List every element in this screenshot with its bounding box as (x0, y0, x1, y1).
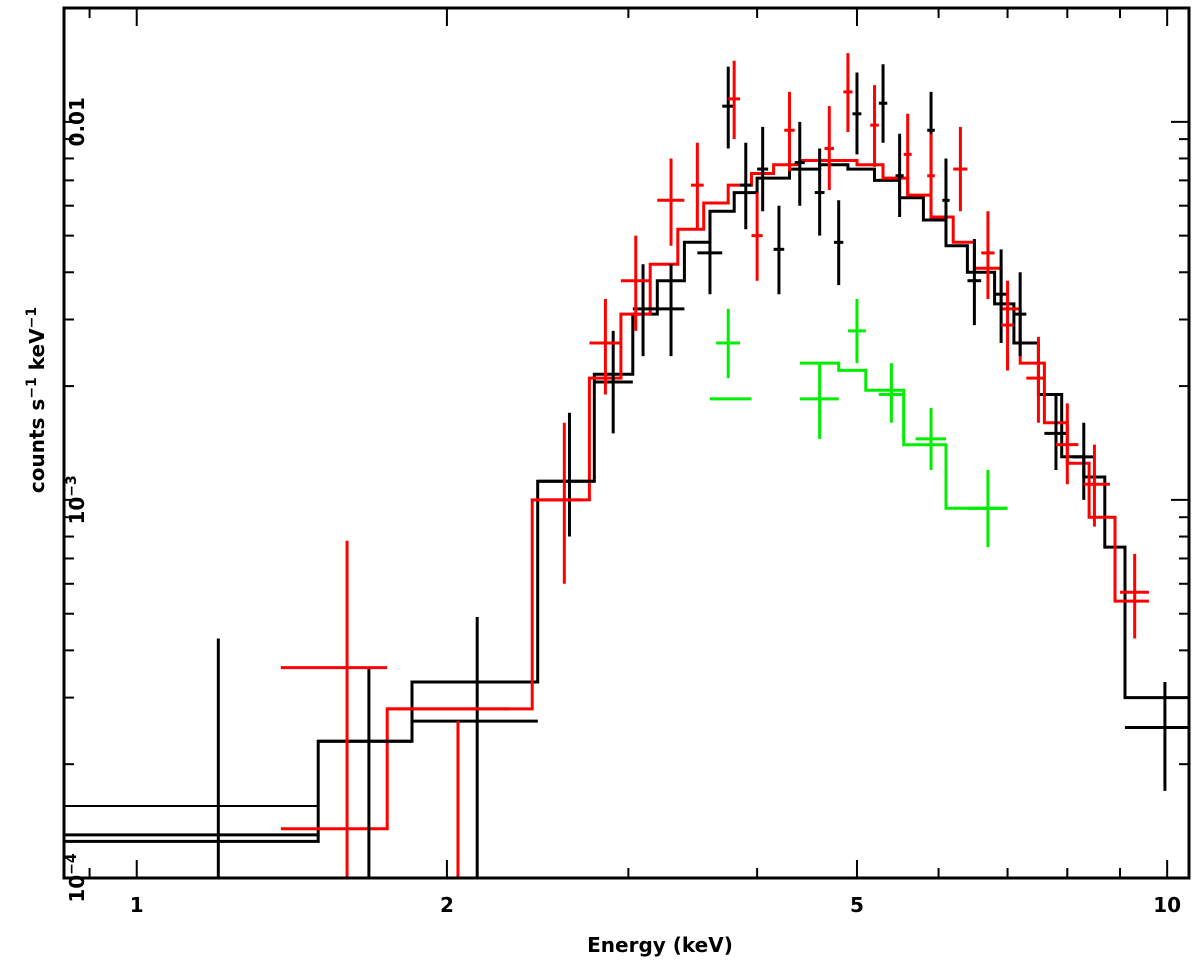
tick-labels: 1 2 5 10 10−4 10−3 0.01 (64, 97, 1181, 917)
data-point-s1-0 (280, 540, 388, 878)
data-point-s1-7 (728, 60, 741, 140)
data-point-s1-12 (870, 85, 879, 167)
data-point-s1-9 (784, 91, 795, 172)
data-point-s2-2 (847, 298, 866, 364)
model-step-2 (280, 159, 1149, 831)
model-step-curves (64, 159, 1189, 843)
model-step-3 (799, 361, 1008, 510)
data-point-s1-14 (927, 133, 935, 218)
data-point-s0-15 (852, 72, 862, 155)
data-point-s0-16 (878, 64, 888, 143)
data-point-s0-17 (895, 133, 904, 218)
data-point-s0-3 (537, 412, 595, 537)
data-point-s0-19 (942, 158, 950, 243)
data-point-s0-6 (657, 264, 685, 357)
data-point-s1-13 (903, 113, 912, 196)
data-point-s2-3 (878, 363, 904, 423)
data-point-s2-5 (967, 469, 1008, 548)
data-point-s1-19 (1055, 403, 1079, 485)
data-point-s0-2 (412, 617, 538, 878)
plot-frame (62, 6, 1191, 880)
data-point-s0-14 (834, 200, 844, 286)
x-tick-label-1: 1 (130, 893, 144, 917)
data-point-s0-21 (994, 249, 1008, 344)
data-points (64, 53, 1189, 878)
y-axis-label-exp2: −1 (24, 307, 40, 328)
x-tick-label-5: 5 (850, 893, 864, 917)
x-tick-label-10: 10 (1153, 893, 1181, 917)
data-point-s0-13 (814, 148, 825, 236)
data-point-s0-11 (773, 205, 785, 295)
data-point-s0-8 (722, 66, 735, 149)
data-point-s0-23 (1044, 394, 1068, 470)
data-point-s1-4 (620, 235, 651, 331)
data-point-s0-22 (1013, 272, 1027, 357)
data-point-s2-1 (799, 363, 839, 439)
data-point-s1-5 (657, 158, 685, 246)
y-axis-label-exp1: −1 (24, 377, 40, 398)
data-point-s1-2 (537, 422, 582, 584)
x-tick-label-2: 2 (440, 893, 454, 917)
y-axis-label: counts s−1 keV−1 (24, 307, 49, 493)
data-point-s0-7 (697, 211, 723, 295)
data-point-s0-0 (64, 638, 319, 878)
model-step-1 (64, 720, 538, 807)
data-point-s2-4 (915, 408, 946, 470)
data-point-s1-20 (1083, 444, 1110, 527)
data-point-s0-24 (1072, 422, 1095, 500)
data-point-s2-0 (716, 308, 741, 379)
data-point-s0-12 (794, 121, 805, 206)
data-point-s1-18 (1026, 336, 1045, 423)
data-point-s1-6 (690, 142, 704, 230)
y-axis-label-counts: counts s (25, 399, 49, 493)
data-point-s1-16 (981, 211, 995, 299)
data-point-s1-3 (589, 298, 621, 395)
data-point-s0-10 (757, 126, 769, 212)
data-point-s0-25 (1124, 681, 1189, 791)
data-point-s1-11 (843, 53, 853, 132)
y-tick-label-1: 10−3 (64, 475, 89, 524)
x-axis-label: Energy (keV) (587, 933, 733, 957)
data-point-s1-17 (1001, 280, 1014, 371)
data-point-s1-15 (953, 126, 968, 212)
axis-ticks (64, 7, 1189, 879)
data-point-s1-21 (1120, 553, 1149, 639)
data-point-s1-1 (387, 707, 510, 878)
data-point-s1-10 (824, 106, 835, 191)
data-point-s0-1 (318, 667, 413, 878)
data-point-s0-20 (967, 238, 982, 326)
y-tick-label-0: 10−4 (64, 853, 89, 903)
model-step-0 (64, 163, 1189, 843)
data-point-s0-9 (740, 142, 752, 230)
y-tick-label-2: 0.01 (65, 97, 89, 146)
y-axis-label-kev: keV (25, 328, 49, 377)
data-point-s0-4 (594, 330, 633, 434)
data-point-s1-8 (751, 192, 763, 281)
